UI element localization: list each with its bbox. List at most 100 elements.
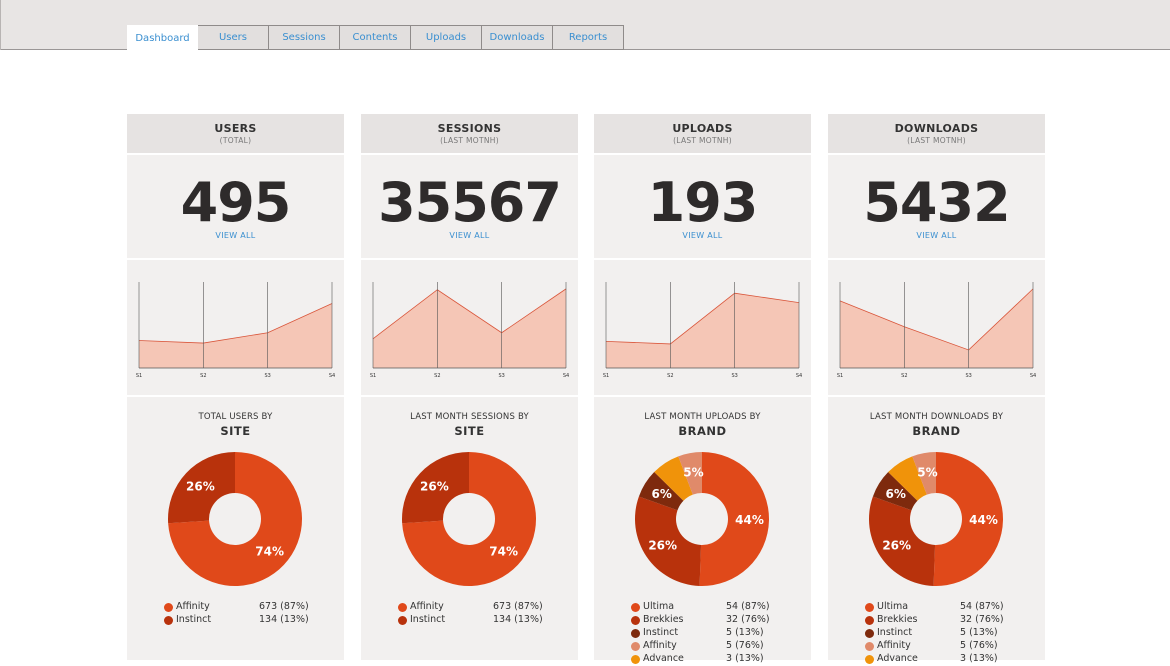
series-line	[372, 288, 567, 340]
legend-value: 32 (76%)	[960, 614, 1004, 625]
area-chart: S1 S2 S3 S4	[837, 282, 1036, 379]
pie-subtitle: BRAND	[912, 424, 961, 438]
view-all-link[interactable]: VIEW ALL	[916, 231, 957, 240]
trend-chart: S1 S2 S3 S4	[127, 260, 344, 395]
legend-swatch	[398, 616, 407, 625]
slice-label: 74%	[255, 545, 284, 559]
pie-title: TOTAL USERS BY	[198, 412, 273, 422]
legend-item: Affinity 5 (76%)	[631, 640, 781, 653]
pie-legend: Ultima 54 (87%) Brekkies 32 (76%) Instinct 5 …	[631, 601, 781, 666]
card-metric: 5432 VIEW ALL	[828, 155, 1045, 258]
legend-value: 3 (13%)	[960, 653, 998, 664]
legend-label: Advance	[877, 653, 918, 664]
card-title: UPLOADS	[672, 122, 733, 135]
legend-swatch	[631, 642, 640, 651]
area-chart: S1 S2 S3 S4	[603, 282, 802, 379]
donut-chart: 44% 26% 6% 5%	[635, 452, 769, 586]
tab-dashboard[interactable]: Dashboard	[127, 25, 198, 51]
card-title: SESSIONS	[437, 122, 502, 135]
x-tick-label: S3	[264, 373, 270, 379]
legend-item: Brekkies 32 (76%)	[631, 614, 781, 627]
legend-item: Affinity 673 (87%)	[398, 601, 548, 614]
pie-slice	[402, 452, 536, 586]
tab-sessions[interactable]: Sessions	[269, 25, 340, 50]
donut-chart: 74% 26%	[402, 452, 536, 586]
legend-item: Instinct 134 (13%)	[164, 614, 314, 627]
pie-section: TOTAL USERS BY SITE 74% 26% Affinity 673 (…	[127, 397, 344, 660]
legend-label: Advance	[643, 653, 684, 664]
slice-label: 74%	[489, 545, 518, 559]
slice-label: 26%	[420, 479, 449, 493]
pie-slice	[168, 452, 302, 586]
pie-title: LAST MONTH UPLOADS BY	[644, 412, 761, 422]
pie-slice	[168, 452, 235, 524]
users-card: USERS (TOTAL) 495 VIEW ALL S1 S2 S3 S4 TOTA…	[127, 114, 344, 660]
card-metric: 35567 VIEW ALL	[361, 155, 578, 258]
metric-value: 193	[647, 171, 759, 234]
slice-label: 5%	[683, 465, 703, 479]
pie-section: LAST MONTH DOWNLOADS BY BRAND 44% 26% 6% 5%…	[828, 397, 1045, 664]
legend-swatch	[164, 603, 173, 612]
x-tick-label: S4	[329, 373, 335, 379]
x-tick-label: S3	[731, 373, 737, 379]
legend-value: 673 (87%)	[259, 601, 309, 612]
legend-item: Instinct 5 (13%)	[865, 627, 1015, 640]
slice-label: 6%	[886, 487, 906, 501]
donut-chart: 44% 26% 6% 5%	[869, 452, 1003, 586]
tab-uploads[interactable]: Uploads	[411, 25, 482, 50]
legend-item: Ultima 54 (87%)	[631, 601, 781, 614]
legend-label: Affinity	[877, 640, 911, 651]
metric-value: 495	[180, 171, 292, 234]
x-tick-label: S2	[200, 373, 206, 379]
legend-value: 32 (76%)	[726, 614, 770, 625]
uploads-card: UPLOADS (LAST MOTNH) 193 VIEW ALL S1 S2 S3…	[594, 114, 811, 664]
x-tick-label: S1	[837, 373, 843, 379]
legend-label: Ultima	[877, 601, 909, 612]
area-fill	[139, 303, 332, 368]
sessions-card: SESSIONS (LAST MOTNH) 35567 VIEW ALL S1 S…	[361, 114, 578, 660]
legend-label: Affinity	[176, 601, 210, 612]
x-tick-label: S3	[498, 373, 504, 379]
pie-slice	[912, 452, 936, 495]
area-chart: S1 S2 S3 S4	[370, 282, 569, 379]
area-fill	[840, 288, 1033, 368]
metric-value: 5432	[863, 171, 1010, 234]
view-all-link[interactable]: VIEW ALL	[215, 231, 256, 240]
series-line	[138, 303, 333, 344]
view-all-link[interactable]: VIEW ALL	[682, 231, 723, 240]
card-title: DOWNLOADS	[894, 122, 979, 135]
legend-value: 3 (13%)	[726, 653, 764, 664]
card-subtitle: (TOTAL)	[219, 136, 252, 145]
pie-legend: Affinity 673 (87%) Instinct 134 (13%)	[398, 601, 548, 627]
pie-subtitle: SITE	[454, 424, 485, 438]
legend-item: Ultima 54 (87%)	[865, 601, 1015, 614]
x-tick-label: S4	[796, 373, 802, 379]
legend-value: 134 (13%)	[493, 614, 543, 625]
tab-downloads[interactable]: Downloads	[482, 25, 553, 50]
legend-value: 54 (87%)	[960, 601, 1004, 612]
legend-item: Affinity 673 (87%)	[164, 601, 314, 614]
pie-slice	[872, 472, 918, 511]
pie-title: LAST MONTH DOWNLOADS BY	[869, 412, 1004, 422]
legend-label: Brekkies	[643, 614, 684, 625]
legend-swatch	[865, 616, 874, 625]
slice-label: 44%	[735, 513, 764, 527]
legend-swatch	[865, 603, 874, 612]
series-line	[839, 288, 1034, 351]
downloads-card: DOWNLOADS (LAST MOTNH) 5432 VIEW ALL S1 S…	[828, 114, 1045, 664]
view-all-link[interactable]: VIEW ALL	[449, 231, 490, 240]
card-metric: 495 VIEW ALL	[127, 155, 344, 258]
pie-slice	[635, 496, 702, 586]
pie-slice	[933, 452, 1003, 586]
area-fill	[606, 293, 799, 368]
pie-slice	[888, 456, 927, 501]
tab-users[interactable]: Users	[198, 25, 269, 50]
tab-contents[interactable]: Contents	[340, 25, 411, 50]
pie-subtitle: SITE	[220, 424, 251, 438]
legend-label: Affinity	[643, 640, 677, 651]
tab-reports[interactable]: Reports	[553, 25, 624, 50]
slice-label: 26%	[648, 539, 677, 553]
card-subtitle: (LAST MOTNH)	[907, 136, 966, 145]
legend-item: Instinct 134 (13%)	[398, 614, 548, 627]
x-tick-label: S3	[965, 373, 971, 379]
